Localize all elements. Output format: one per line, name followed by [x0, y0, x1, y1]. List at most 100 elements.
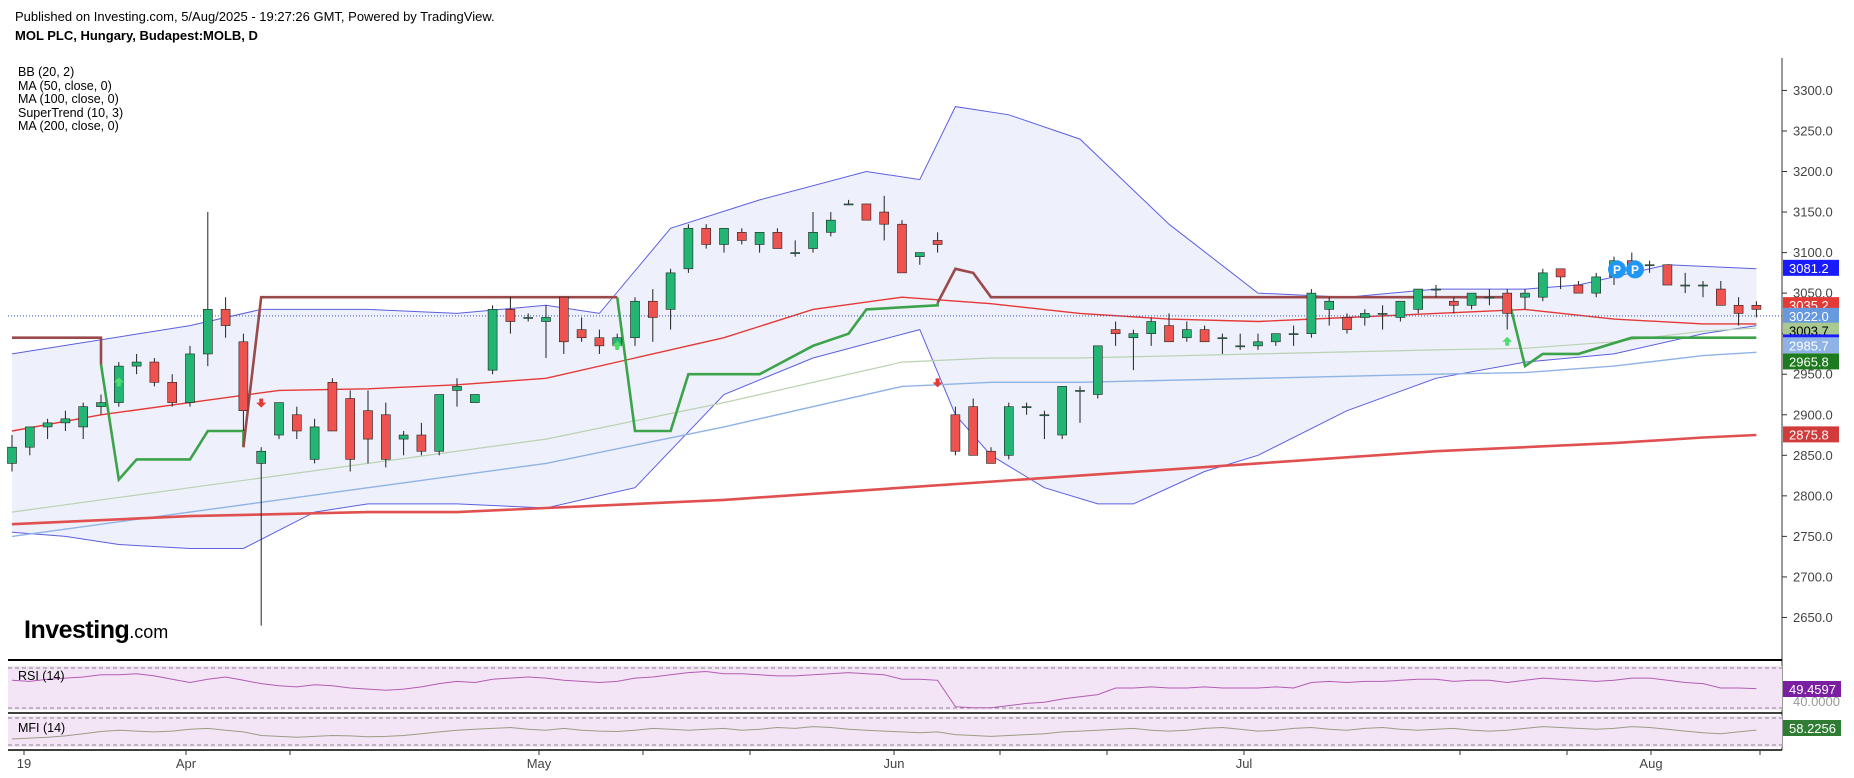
candle-37	[665, 268, 676, 330]
candle-body	[1502, 292, 1512, 314]
candle-body	[185, 353, 195, 403]
legend-item-ma100[interactable]: MA (100, close, 0)	[18, 92, 119, 107]
time-tick-label: Aug	[1639, 756, 1662, 771]
candle-body	[1093, 345, 1103, 395]
candle-53	[950, 406, 961, 456]
mfi-line	[11, 726, 1757, 740]
candle-57	[1021, 402, 1032, 415]
price-tick-label: 2850.0	[1793, 448, 1833, 463]
candle-body	[78, 406, 88, 428]
price-tick-label: 3150.0	[1793, 205, 1833, 220]
candle-64	[1146, 317, 1156, 346]
bb-upper-line	[11, 106, 1757, 355]
published-caption: Published on Investing.com, 5/Aug/2025 -…	[15, 9, 495, 24]
candle-69	[1235, 333, 1245, 350]
candle-10	[185, 345, 195, 407]
candle-body	[1662, 264, 1673, 286]
rsi-line	[11, 670, 1757, 709]
candle-body	[7, 446, 17, 464]
candle-24	[434, 394, 445, 456]
ma100-blue-line	[11, 351, 1757, 538]
candle-body	[808, 232, 818, 249]
legend-item-supertrend[interactable]: SuperTrend (10, 3)	[18, 105, 124, 120]
price-badge-label: 3081.2	[1789, 261, 1829, 276]
legend-item-ma50[interactable]: MA (50, close, 0)	[18, 78, 112, 93]
candle-97	[1733, 297, 1744, 326]
candle-26	[469, 394, 480, 403]
candle-body	[1128, 333, 1139, 339]
candle-body	[1235, 345, 1245, 348]
candle-17	[309, 418, 320, 464]
candle-68	[1217, 333, 1228, 354]
candle-56	[1003, 402, 1014, 460]
candle-32	[576, 317, 587, 342]
candle-body	[452, 386, 462, 391]
candle-70	[1253, 333, 1263, 350]
candle-body	[96, 402, 106, 407]
price-tick-label: 2800.0	[1793, 488, 1833, 503]
signal-arrow-up	[612, 340, 623, 350]
candle-body	[1680, 284, 1690, 287]
candle-13	[238, 333, 249, 431]
candle-25	[452, 378, 462, 407]
rsi-badge	[1783, 681, 1841, 697]
candle-65	[1164, 313, 1174, 343]
candle-39	[701, 224, 712, 249]
candle-body	[1199, 329, 1210, 343]
candle-body	[1716, 288, 1726, 306]
candle-body	[843, 203, 854, 206]
investing-logo: Investing.com	[24, 616, 168, 645]
time-tick-label: May	[527, 756, 552, 771]
legend-item-bb[interactable]: BB (20, 2)	[18, 65, 75, 79]
legend-item-ma200[interactable]: MA (200, close, 0)	[18, 119, 119, 134]
ma50-line	[11, 296, 1757, 432]
candle-body	[1324, 300, 1334, 310]
candle-40	[719, 227, 729, 253]
candle-body	[1591, 276, 1601, 294]
candle-body	[434, 394, 445, 452]
candle-87	[1555, 268, 1566, 290]
candle-98	[1751, 301, 1762, 318]
mfi-label: MFI (14)	[18, 721, 66, 735]
candle-body	[1466, 292, 1477, 306]
candle-body	[1021, 406, 1032, 408]
candle-body	[1395, 300, 1406, 318]
candle-body	[416, 434, 427, 452]
candle-body	[487, 309, 498, 371]
p-marker	[1608, 260, 1626, 279]
candle-28	[505, 297, 516, 334]
candle-41	[736, 228, 747, 245]
candle-body	[1538, 272, 1548, 298]
price-tick-label: 2900.0	[1793, 407, 1833, 422]
candle-36	[647, 289, 658, 342]
logo-suffix-text: .com	[129, 622, 169, 642]
candle-31	[558, 296, 569, 354]
candle-89	[1591, 272, 1601, 298]
candle-body	[149, 361, 160, 383]
candle-77	[1377, 305, 1388, 330]
price-badge	[1783, 259, 1839, 276]
candle-83	[1484, 289, 1495, 306]
signal-arrow-up	[1502, 336, 1513, 346]
candle-body	[754, 232, 765, 245]
candle-body	[256, 450, 267, 464]
price-tick-label: 3250.0	[1793, 123, 1833, 138]
candle-94	[1680, 272, 1690, 294]
candle-19	[345, 390, 356, 472]
mfi-badge	[1783, 720, 1841, 736]
candle-72	[1288, 325, 1299, 346]
candle-46	[825, 212, 836, 237]
price-badge	[1783, 337, 1839, 354]
candle-42	[754, 232, 765, 253]
candle-body	[1039, 414, 1050, 417]
candle-76	[1360, 309, 1370, 326]
candle-0	[7, 435, 17, 472]
candle-9	[167, 374, 177, 407]
candle-1	[24, 426, 35, 456]
time-tick-label: Apr	[176, 756, 197, 771]
supertrend-down-1	[242, 295, 618, 448]
candle-35	[630, 297, 640, 346]
candle-body	[523, 317, 534, 319]
candle-body	[879, 211, 890, 225]
